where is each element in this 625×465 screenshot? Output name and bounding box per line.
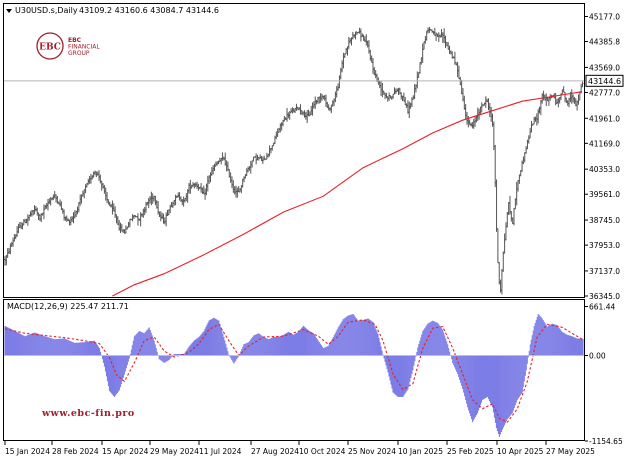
price-tick-label: 40353.0 — [589, 165, 620, 174]
triangle-down-icon[interactable] — [6, 9, 12, 13]
time-tick-label: 27 May 2025 — [546, 447, 595, 456]
price-axis: 45177.0 44385.8 43569.0 42777.0 41961.0 41169… — [585, 13, 620, 301]
price-tick-label: 36345.0 — [589, 292, 620, 301]
logo-monogram: EBC — [39, 43, 61, 53]
time-tick-label: 25 Feb 2025 — [447, 447, 494, 456]
price-tick-label: 37137.0 — [589, 267, 620, 276]
price-tick-label: 45177.0 — [589, 13, 620, 22]
macd-signal-line — [4, 319, 584, 423]
price-tick-label: 44385.8 — [589, 38, 620, 47]
price-tick-label: 37953.0 — [589, 241, 620, 250]
price-tick-label: 42777.0 — [589, 88, 620, 97]
price-tick-label: 38745.0 — [589, 216, 620, 225]
logo-name-line2: FINANCIAL — [68, 44, 100, 51]
macd-histogram — [4, 314, 584, 437]
macd-axis: 661.44 0.00 -1154.65 — [585, 303, 623, 446]
macd-tick-label: 661.44 — [589, 303, 615, 312]
time-tick-label: 27 Aug 2024 — [251, 447, 299, 456]
time-tick-label: 25 Nov 2024 — [348, 447, 396, 456]
time-tick-label: 10 Jan 2025 — [398, 447, 443, 456]
moving-average-line — [112, 91, 583, 297]
price-tick-label: 41169.0 — [589, 139, 620, 148]
symbol-label: U30USD.s,Daily — [15, 6, 78, 15]
ebc-logo: EBC EBC FINANCIAL GROUP — [36, 32, 100, 60]
price-tick-label: 43569.0 — [589, 63, 620, 72]
macd-label: MACD(12,26,9) 225.47 211.71 — [7, 302, 129, 311]
time-tick-label: 29 May 2024 — [150, 447, 199, 456]
time-axis: 15 Jan 2024 28 Feb 2024 15 Apr 2024 29 May … — [4, 441, 595, 456]
macd-frame — [3, 299, 585, 441]
time-tick-label: 15 Jan 2024 — [5, 447, 50, 456]
logo-name-line1: EBC — [68, 37, 82, 44]
time-tick-label: 28 Feb 2024 — [52, 447, 99, 456]
current-price-tag-bg — [585, 74, 624, 87]
time-tick-label: 10 Apr 2025 — [497, 447, 544, 456]
price-tick-label: 39561.0 — [589, 190, 620, 199]
watermark-url: www.ebc-fin.pro — [41, 408, 135, 419]
time-tick-label: 10 Oct 2024 — [299, 447, 346, 456]
logo-name-line3: GROUP — [68, 50, 90, 57]
logo-ring — [36, 32, 64, 60]
macd-tick-label: -1154.65 — [589, 437, 623, 446]
ohlc-label: 43109.2 43160.6 43084.7 43144.6 — [79, 6, 219, 15]
price-bars — [4, 26, 584, 295]
chart-header: U30USD.s,Daily 43109.2 43160.6 43084.7 4… — [6, 6, 219, 15]
time-tick-label: 11 Jul 2024 — [199, 447, 242, 456]
time-tick-label: 15 Apr 2024 — [102, 447, 149, 456]
current-price-tag: 43144.6 — [585, 74, 624, 87]
macd-tick-label: 0.00 — [589, 351, 606, 360]
price-tick-label: 41961.0 — [589, 114, 620, 123]
main-chart-frame — [3, 3, 585, 298]
current-price-tag-label: 43144.6 — [588, 77, 621, 86]
